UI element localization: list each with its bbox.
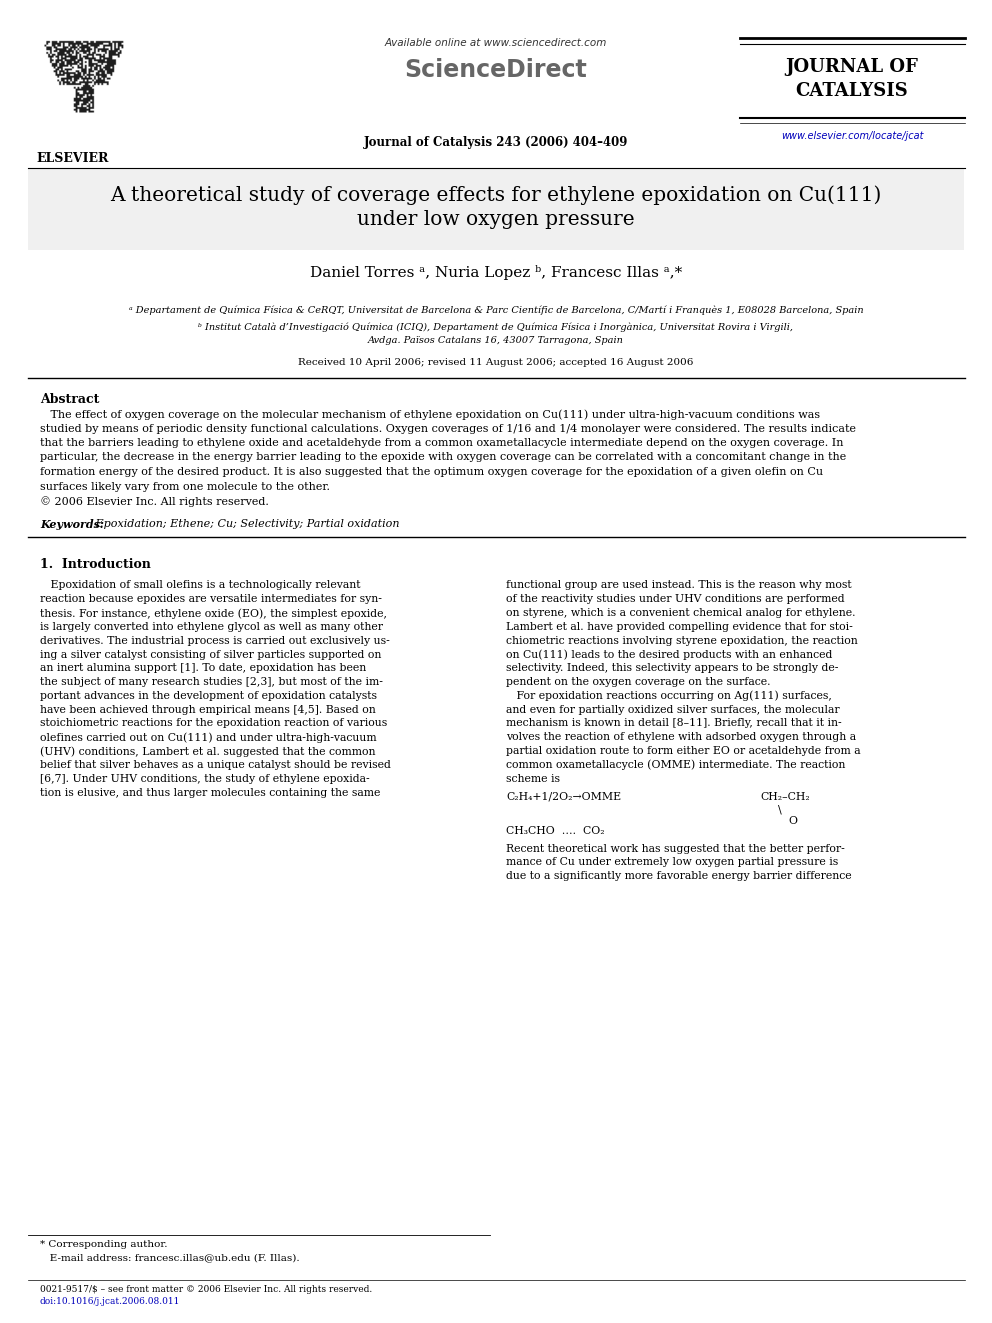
Text: mance of Cu under extremely low oxygen partial pressure is: mance of Cu under extremely low oxygen p… — [506, 857, 838, 868]
Bar — [28, 168, 964, 250]
Text: A theoretical study of coverage effects for ethylene epoxidation on Cu(111): A theoretical study of coverage effects … — [110, 185, 882, 205]
Text: Recent theoretical work has suggested that the better perfor-: Recent theoretical work has suggested th… — [506, 844, 845, 853]
Text: CH₂–CH₂: CH₂–CH₂ — [760, 791, 809, 802]
Text: © 2006 Elsevier Inc. All rights reserved.: © 2006 Elsevier Inc. All rights reserved… — [40, 496, 269, 507]
Text: For epoxidation reactions occurring on Ag(111) surfaces,: For epoxidation reactions occurring on A… — [506, 691, 832, 701]
Text: is largely converted into ethylene glycol as well as many other: is largely converted into ethylene glyco… — [40, 622, 383, 632]
Text: derivatives. The industrial process is carried out exclusively us-: derivatives. The industrial process is c… — [40, 635, 390, 646]
Text: CH₃CHO  ….  CO₂: CH₃CHO …. CO₂ — [506, 827, 605, 836]
Text: Keywords:: Keywords: — [40, 519, 104, 529]
Text: stoichiometric reactions for the epoxidation reaction of various: stoichiometric reactions for the epoxida… — [40, 718, 387, 729]
Text: due to a significantly more favorable energy barrier difference: due to a significantly more favorable en… — [506, 871, 851, 881]
Text: ᵇ Institut Català d’Investigació Química (ICIQ), Departament de Química Física i: ᵇ Institut Català d’Investigació Química… — [198, 321, 794, 332]
Text: of the reactivity studies under UHV conditions are performed: of the reactivity studies under UHV cond… — [506, 594, 844, 605]
Text: Lambert et al. have provided compelling evidence that for stoi-: Lambert et al. have provided compelling … — [506, 622, 853, 632]
Text: and even for partially oxidized silver surfaces, the molecular: and even for partially oxidized silver s… — [506, 705, 839, 714]
Text: selectivity. Indeed, this selectivity appears to be strongly de-: selectivity. Indeed, this selectivity ap… — [506, 663, 838, 673]
Text: common oxametallacycle (OMME) intermediate. The reaction: common oxametallacycle (OMME) intermedia… — [506, 759, 845, 770]
Text: ᵃ Departament de Química Física & CeRQT, Universitat de Barcelona & Parc Científ: ᵃ Departament de Química Física & CeRQT,… — [129, 306, 863, 315]
Text: pendent on the oxygen coverage on the surface.: pendent on the oxygen coverage on the su… — [506, 677, 771, 687]
Text: Epoxidation; Ethene; Cu; Selectivity; Partial oxidation: Epoxidation; Ethene; Cu; Selectivity; Pa… — [92, 519, 400, 528]
Text: (UHV) conditions, Lambert et al. suggested that the common: (UHV) conditions, Lambert et al. suggest… — [40, 746, 376, 757]
Text: mechanism is known in detail [8–11]. Briefly, recall that it in-: mechanism is known in detail [8–11]. Bri… — [506, 718, 841, 729]
Text: tion is elusive, and thus larger molecules containing the same: tion is elusive, and thus larger molecul… — [40, 787, 380, 798]
Text: olefines carried out on Cu(111) and under ultra-high-vacuum: olefines carried out on Cu(111) and unde… — [40, 733, 377, 742]
Text: doi:10.1016/j.jcat.2006.08.011: doi:10.1016/j.jcat.2006.08.011 — [40, 1297, 181, 1306]
Text: chiometric reactions involving styrene epoxidation, the reaction: chiometric reactions involving styrene e… — [506, 635, 858, 646]
Text: an inert alumina support [1]. To date, epoxidation has been: an inert alumina support [1]. To date, e… — [40, 663, 366, 673]
Text: Journal of Catalysis 243 (2006) 404–409: Journal of Catalysis 243 (2006) 404–409 — [364, 136, 628, 149]
Text: JOURNAL OF: JOURNAL OF — [786, 58, 919, 75]
Text: [6,7]. Under UHV conditions, the study of ethylene epoxida-: [6,7]. Under UHV conditions, the study o… — [40, 774, 370, 783]
Text: belief that silver behaves as a unique catalyst should be revised: belief that silver behaves as a unique c… — [40, 759, 391, 770]
Text: reaction because epoxides are versatile intermediates for syn-: reaction because epoxides are versatile … — [40, 594, 382, 605]
Text: under low oxygen pressure: under low oxygen pressure — [357, 210, 635, 229]
Text: Epoxidation of small olefins is a technologically relevant: Epoxidation of small olefins is a techno… — [40, 581, 360, 590]
Text: www.elsevier.com/locate/jcat: www.elsevier.com/locate/jcat — [781, 131, 924, 142]
Text: particular, the decrease in the energy barrier leading to the epoxide with oxyge: particular, the decrease in the energy b… — [40, 452, 846, 463]
Text: formation energy of the desired product. It is also suggested that the optimum o: formation energy of the desired product.… — [40, 467, 823, 478]
Text: Abstract: Abstract — [40, 393, 99, 406]
Text: 0021-9517/$ – see front matter © 2006 Elsevier Inc. All rights reserved.: 0021-9517/$ – see front matter © 2006 El… — [40, 1285, 372, 1294]
Text: * Corresponding author.: * Corresponding author. — [40, 1240, 168, 1249]
Text: thesis. For instance, ethylene oxide (EO), the simplest epoxide,: thesis. For instance, ethylene oxide (EO… — [40, 609, 387, 619]
Text: that the barriers leading to ethylene oxide and acetaldehyde from a common oxame: that the barriers leading to ethylene ox… — [40, 438, 843, 448]
Text: C₂H₄+1/2O₂→OMME: C₂H₄+1/2O₂→OMME — [506, 791, 621, 802]
Text: functional group are used instead. This is the reason why most: functional group are used instead. This … — [506, 581, 851, 590]
Text: on styrene, which is a convenient chemical analog for ethylene.: on styrene, which is a convenient chemic… — [506, 609, 855, 618]
Text: Avdga. Països Catalans 16, 43007 Tarragona, Spain: Avdga. Països Catalans 16, 43007 Tarrago… — [368, 336, 624, 345]
Text: CATALYSIS: CATALYSIS — [796, 82, 909, 101]
Text: E-mail address: francesc.illas@ub.edu (F. Illas).: E-mail address: francesc.illas@ub.edu (F… — [40, 1253, 300, 1262]
Text: Available online at www.sciencedirect.com: Available online at www.sciencedirect.co… — [385, 38, 607, 48]
Text: surfaces likely vary from one molecule to the other.: surfaces likely vary from one molecule t… — [40, 482, 330, 492]
Text: Received 10 April 2006; revised 11 August 2006; accepted 16 August 2006: Received 10 April 2006; revised 11 Augus… — [299, 359, 693, 366]
Text: scheme is: scheme is — [506, 774, 560, 783]
Text: ELSEVIER: ELSEVIER — [37, 152, 109, 165]
Text: 1.  Introduction: 1. Introduction — [40, 558, 151, 572]
Text: ScienceDirect: ScienceDirect — [405, 58, 587, 82]
Text: Daniel Torres ᵃ, Nuria Lopez ᵇ, Francesc Illas ᵃ,*: Daniel Torres ᵃ, Nuria Lopez ᵇ, Francesc… — [310, 265, 682, 280]
Text: partial oxidation route to form either EO or acetaldehyde from a: partial oxidation route to form either E… — [506, 746, 861, 757]
Text: O: O — [788, 815, 797, 826]
Text: have been achieved through empirical means [4,5]. Based on: have been achieved through empirical mea… — [40, 705, 376, 714]
Text: studied by means of periodic density functional calculations. Oxygen coverages o: studied by means of periodic density fun… — [40, 423, 856, 434]
Text: volves the reaction of ethylene with adsorbed oxygen through a: volves the reaction of ethylene with ads… — [506, 733, 856, 742]
Text: \: \ — [778, 804, 782, 815]
Text: on Cu(111) leads to the desired products with an enhanced: on Cu(111) leads to the desired products… — [506, 650, 832, 660]
Text: the subject of many research studies [2,3], but most of the im-: the subject of many research studies [2,… — [40, 677, 383, 687]
Text: portant advances in the development of epoxidation catalysts: portant advances in the development of e… — [40, 691, 377, 701]
Text: ing a silver catalyst consisting of silver particles supported on: ing a silver catalyst consisting of silv… — [40, 650, 381, 659]
Text: The effect of oxygen coverage on the molecular mechanism of ethylene epoxidation: The effect of oxygen coverage on the mol… — [40, 409, 820, 419]
